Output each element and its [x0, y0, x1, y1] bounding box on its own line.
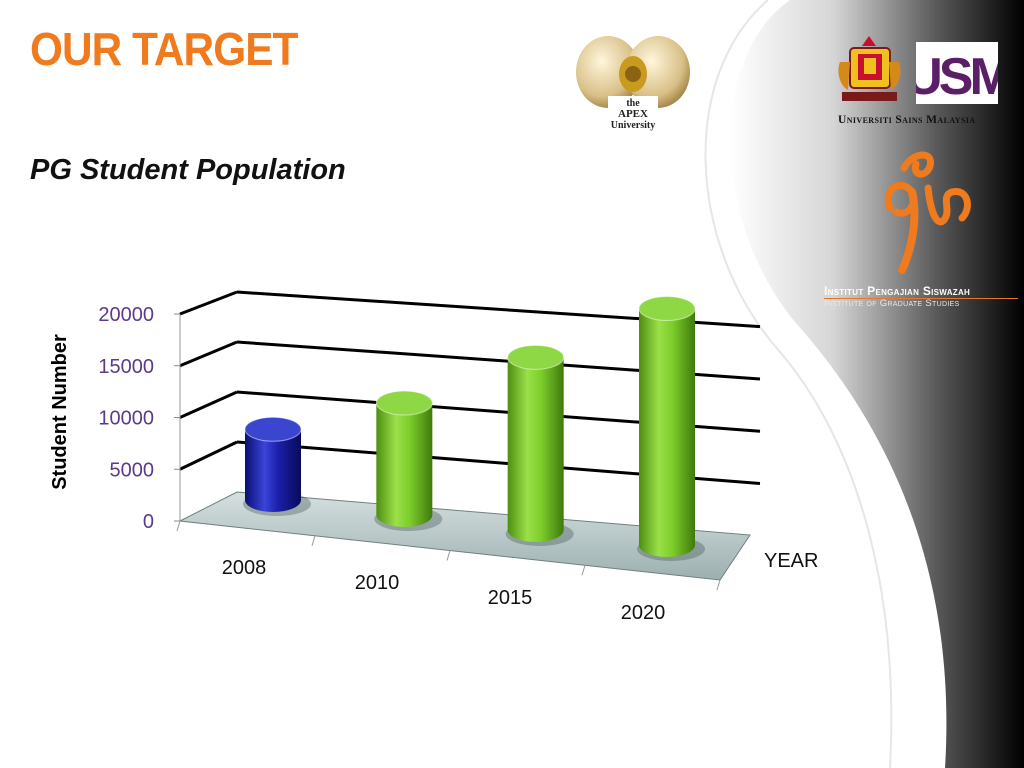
- chart-subtitle: PG Student Population: [30, 154, 346, 186]
- light-swoosh-line-outer: [714, 0, 923, 768]
- usm-wordmark-logo: USM: [916, 42, 998, 104]
- gridline-side: [179, 440, 238, 471]
- bar-cap-2008: [244, 416, 302, 442]
- apex-logo-text-university: University: [611, 120, 655, 131]
- ips-name-malay: Institut Pengajian Siswazah: [824, 284, 971, 298]
- gridline-side: [179, 290, 238, 316]
- x-tick-label: 2015: [488, 587, 533, 609]
- x-tick-label: 2010: [355, 572, 400, 594]
- y-tick-label: 5000: [110, 459, 155, 481]
- bar-2020: [639, 308, 695, 557]
- x-tick-mark: [176, 520, 181, 532]
- usm-crest-logo: [838, 36, 901, 101]
- x-tick-mark: [311, 535, 316, 546]
- chart-floor: [178, 491, 751, 581]
- usm-caption: Universiti Sains Malaysia: [838, 114, 976, 126]
- x-axis-title: YEAR: [764, 550, 818, 572]
- y-axis-title: Student Number: [49, 334, 71, 490]
- bar-2015: [507, 357, 564, 542]
- ips-name-english: Institute of Graduate Studies: [824, 298, 960, 309]
- y-tick-label: 20000: [98, 304, 154, 326]
- usm-wordmark-text: USM: [916, 48, 998, 104]
- ips-logo: [884, 151, 971, 274]
- y-tick-label: 15000: [98, 356, 154, 378]
- bar-2010: [376, 403, 433, 527]
- apex-university-logo: the APEX University: [576, 36, 690, 134]
- y-tick-label: 10000: [98, 408, 154, 430]
- x-tick-mark: [446, 550, 451, 561]
- bar-cap-2010: [375, 390, 433, 416]
- ips-divider: [824, 298, 1018, 299]
- bar-2008: [245, 429, 301, 512]
- gridline-side: [179, 390, 238, 419]
- x-tick-mark: [581, 565, 586, 576]
- x-tick-mark: [716, 579, 721, 591]
- apex-logo-text-the: the: [626, 98, 640, 109]
- bar-cap-2015: [507, 344, 565, 370]
- apex-logo-text-apex: APEX: [618, 108, 648, 120]
- x-tick-label: 2020: [621, 602, 666, 624]
- y-tick-label: 0: [143, 511, 154, 533]
- gridline-side: [179, 340, 238, 368]
- x-tick-label: 2008: [222, 557, 267, 579]
- bar-cap-2020: [638, 295, 696, 321]
- light-swoosh-line-inner: [704, 0, 893, 768]
- slide-title: OUR TARGET: [30, 23, 298, 75]
